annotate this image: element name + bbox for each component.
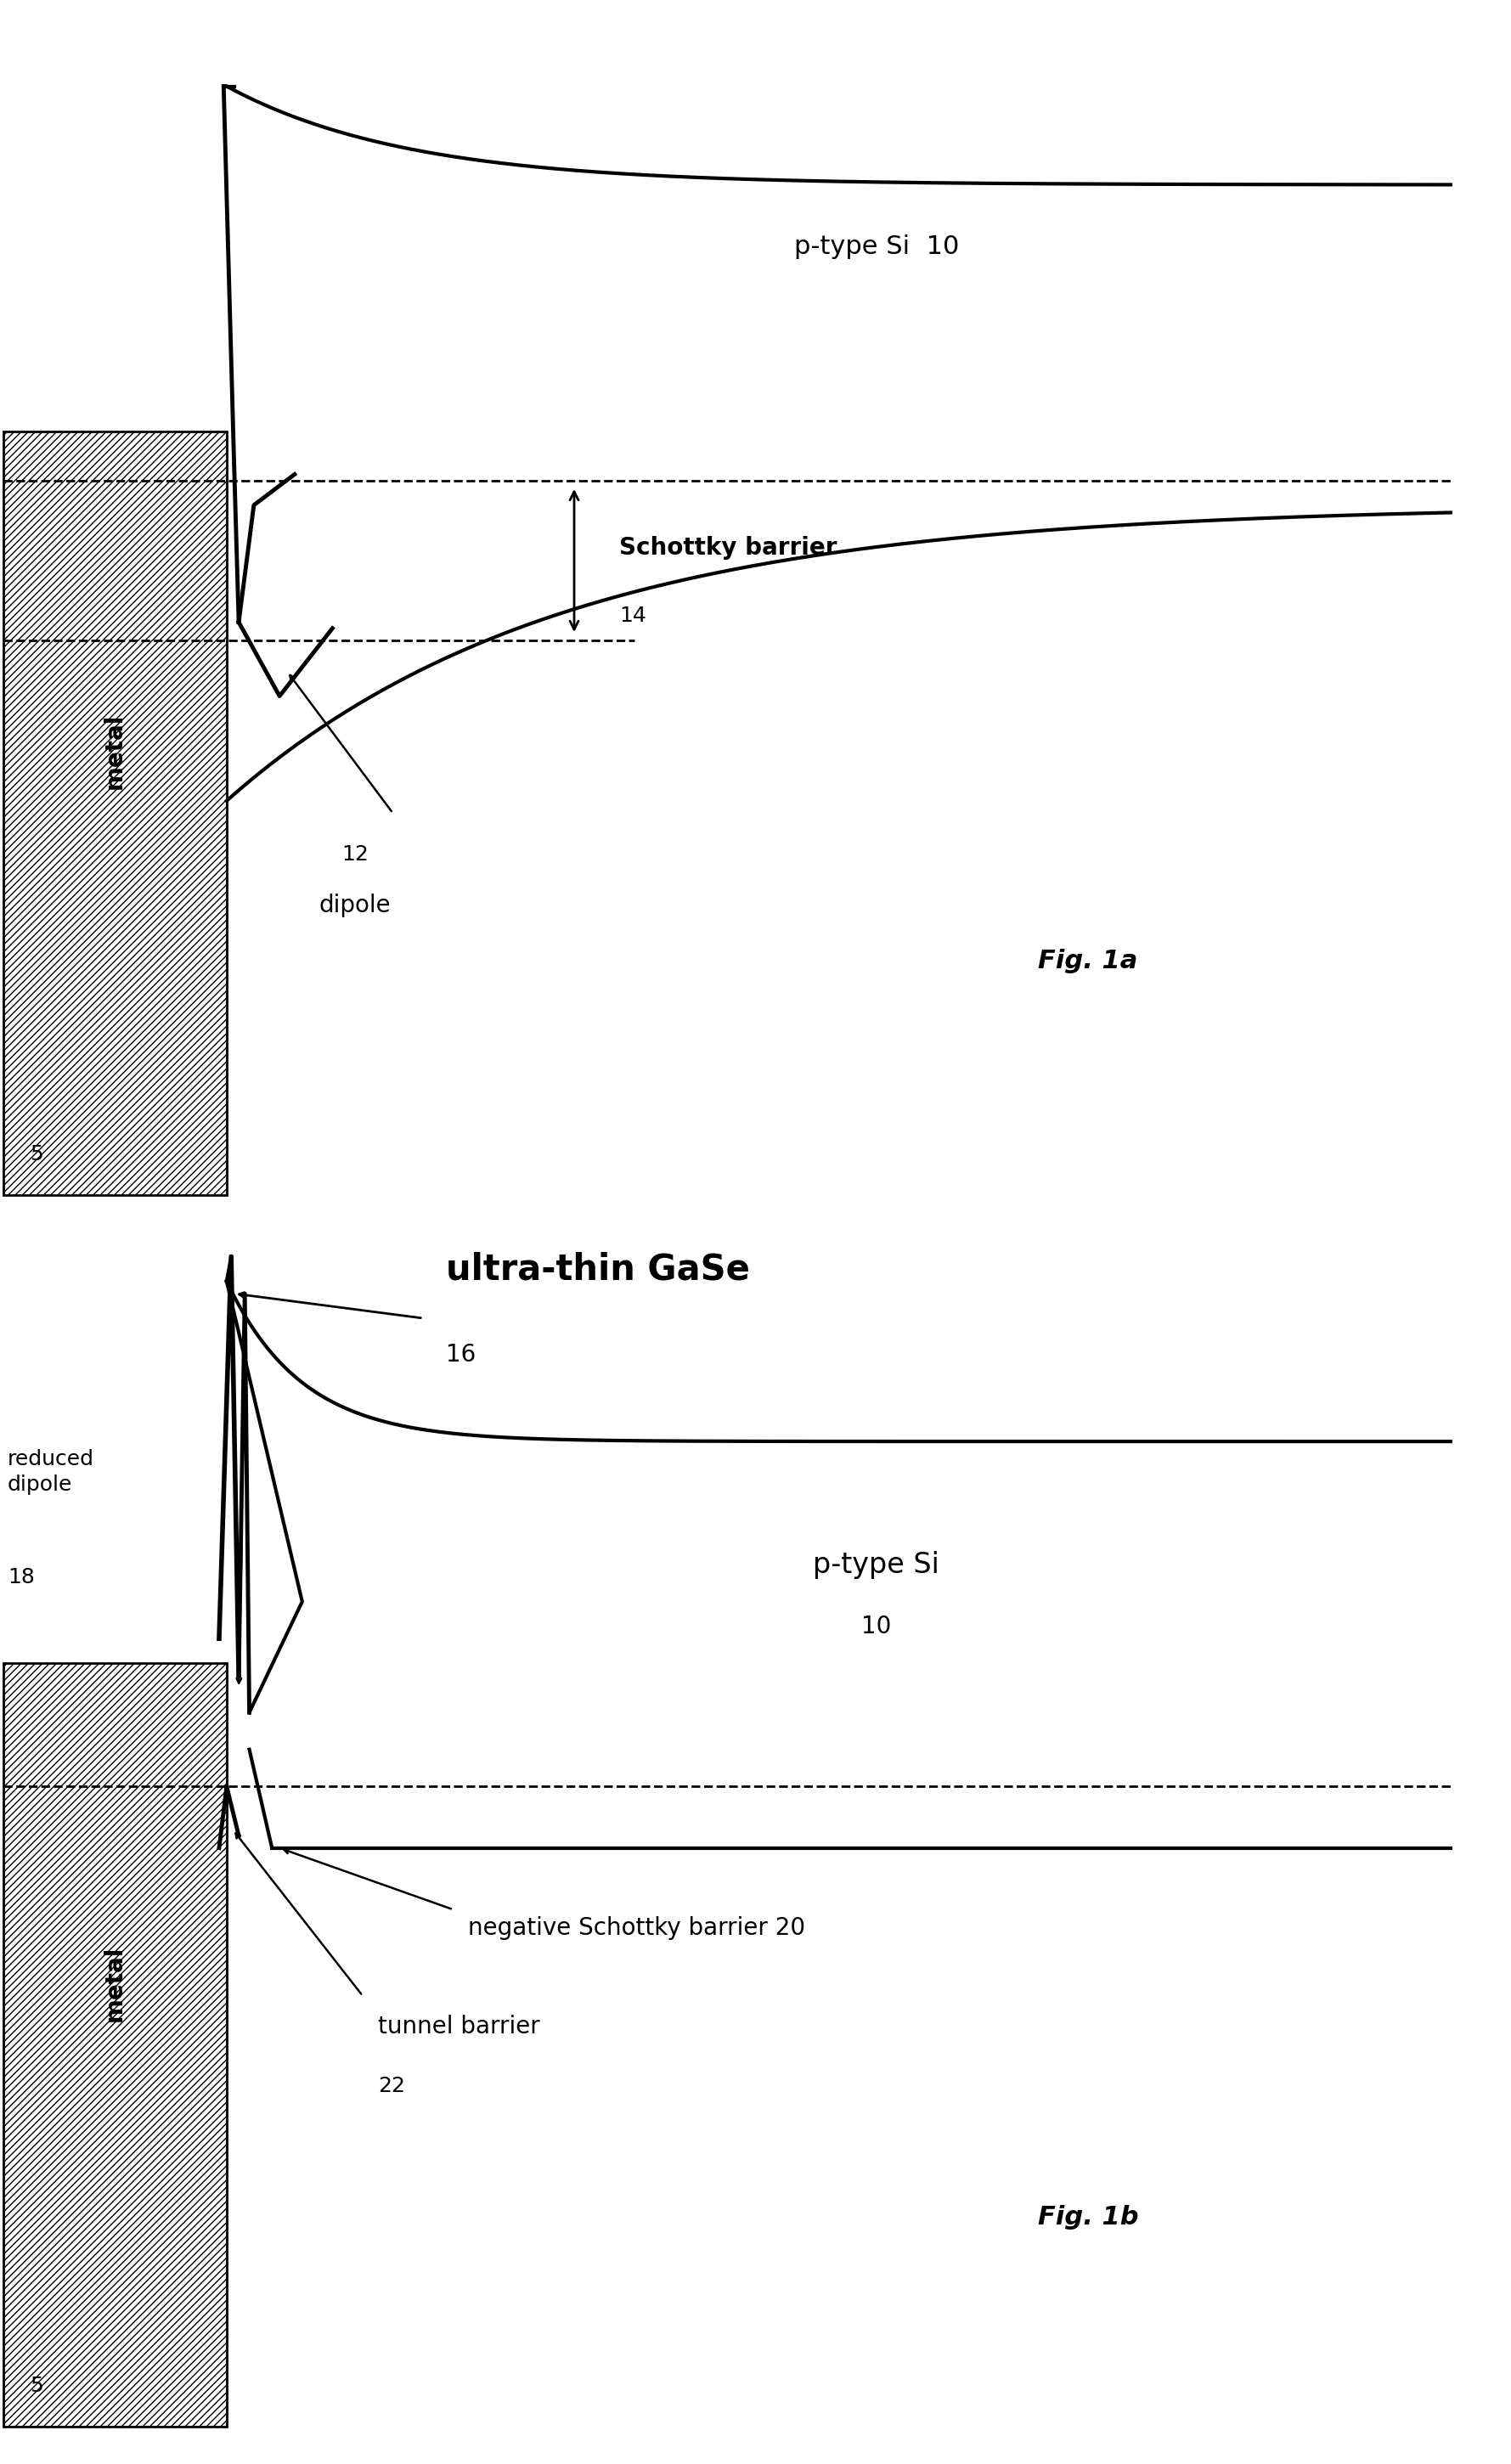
Text: negative Schottky barrier 20: negative Schottky barrier 20 [468, 1917, 805, 1939]
Text: 16: 16 [446, 1343, 476, 1368]
Text: dipole: dipole [319, 892, 391, 917]
Text: 5: 5 [30, 1143, 44, 1165]
Text: reduced
dipole: reduced dipole [8, 1449, 94, 1496]
Text: tunnel barrier: tunnel barrier [378, 2016, 539, 2038]
Text: metal: metal [103, 1947, 127, 2020]
Text: p-type Si: p-type Si [813, 1550, 940, 1579]
Text: 5: 5 [30, 2375, 44, 2395]
Text: Fig. 1b: Fig. 1b [1038, 2205, 1138, 2230]
Text: Fig. 1a: Fig. 1a [1038, 949, 1138, 973]
Text: ultra-thin GaSe: ultra-thin GaSe [446, 1252, 749, 1286]
Bar [3, 431, 227, 1195]
Text: 14: 14 [620, 606, 647, 626]
Text: 12: 12 [341, 843, 369, 865]
Text: p-type Si  10: p-type Si 10 [793, 234, 959, 259]
Text: metal: metal [103, 715, 127, 788]
Text: 22: 22 [378, 2075, 405, 2097]
Text: 10: 10 [861, 1614, 891, 1639]
Text: 18: 18 [8, 1567, 35, 1587]
Bar [3, 1663, 227, 2427]
Text: Schottky barrier: Schottky barrier [620, 537, 837, 559]
